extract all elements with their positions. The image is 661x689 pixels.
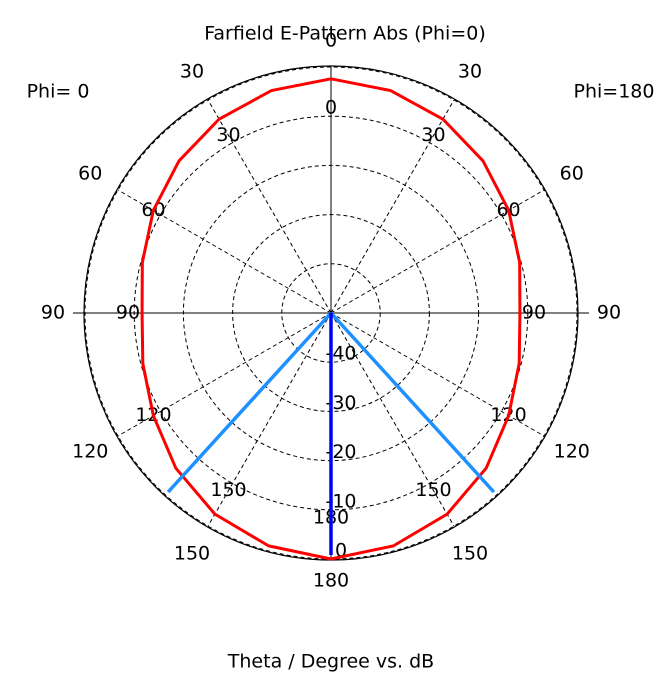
r-tick-label: -20: [325, 441, 356, 463]
theta-inner-label: 30: [421, 124, 445, 146]
r-tick-label: -10: [325, 490, 356, 512]
chart-title: Farfield E-Pattern Abs (Phi=0): [204, 23, 486, 45]
theta-inner-label: 90: [522, 302, 546, 324]
spoke: [330, 312, 455, 527]
theta-inner-label: 90: [116, 302, 140, 324]
x-axis-label: Theta / Degree vs. dB: [227, 651, 434, 673]
theta-inner-label: 0: [325, 97, 337, 119]
theta-tick-label: 30: [180, 61, 204, 83]
spoke: [207, 99, 332, 314]
theta-tick-label: 150: [452, 542, 488, 564]
theta-tick-label: 0: [325, 30, 337, 52]
theta-tick-label: 60: [560, 163, 584, 185]
direction-line: [329, 311, 496, 494]
theta-tick-label: 90: [597, 302, 621, 324]
theta-tick-label: 120: [554, 441, 590, 463]
r-tick-label: -40: [325, 343, 356, 365]
spoke: [207, 312, 332, 527]
pattern-line: [330, 77, 522, 561]
theta-tick-label: 60: [78, 163, 102, 185]
direction-line: [166, 311, 333, 494]
pattern-line: [140, 77, 332, 561]
r-tick-label: -30: [325, 392, 356, 414]
right-label: Phi=180: [574, 81, 655, 103]
theta-inner-label: 150: [210, 479, 246, 501]
spoke: [330, 99, 455, 314]
theta-tick-label: 90: [41, 302, 65, 324]
theta-inner-label: 150: [415, 479, 451, 501]
theta-tick-label: 30: [458, 61, 482, 83]
theta-tick-label: 180: [313, 570, 349, 592]
left-label: Phi= 0: [27, 81, 90, 103]
theta-tick-label: 120: [72, 441, 108, 463]
theta-inner-label: 30: [216, 124, 240, 146]
theta-tick-label: 150: [174, 542, 210, 564]
